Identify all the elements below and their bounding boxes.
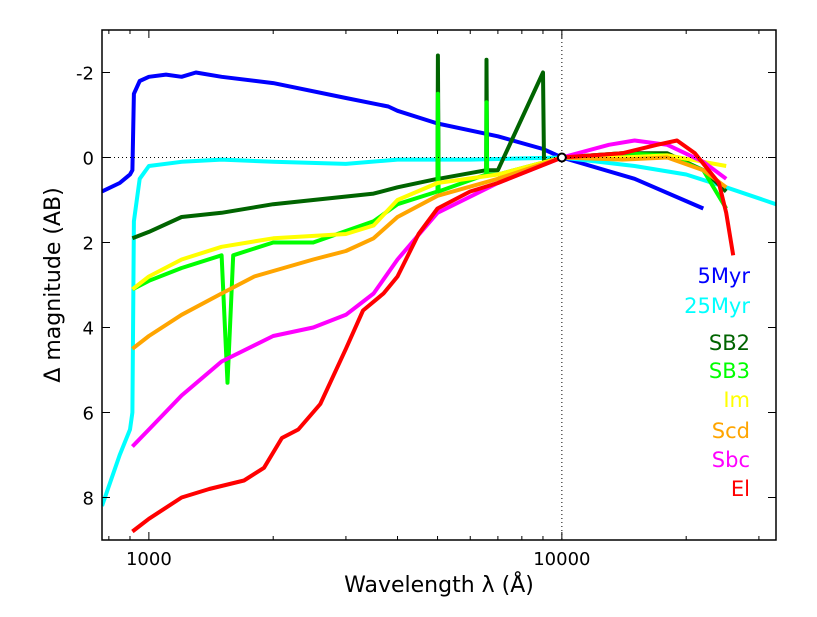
legend-label-sb2: SB2: [709, 331, 750, 355]
series-line-im: [131, 153, 727, 291]
y-axis-label: Δ magnitude (AB): [41, 187, 66, 382]
legend-label-sb3: SB3: [709, 359, 750, 383]
plot-frame: [101, 29, 777, 541]
x-axis-label: Wavelength λ (Å): [344, 571, 534, 598]
legend-label-25myr: 25Myr: [684, 294, 750, 318]
y-tick-label: -2: [76, 64, 94, 85]
series-line-el: [131, 138, 736, 534]
series-line-sb3: [131, 91, 728, 385]
y-tick-label: 6: [83, 404, 94, 425]
y-tick-label: 8: [83, 489, 94, 510]
series-line-sbc: [130, 138, 728, 448]
series-line-5myr: [102, 70, 705, 211]
legend-label-scd: Scd: [712, 419, 750, 443]
reference-lines: [102, 30, 776, 540]
axis-ticks: 1000 10000 -2 0 2 4 6 8: [76, 30, 776, 570]
x-tick-label: 10000: [533, 549, 590, 570]
legend-label-5myr: 5Myr: [697, 264, 750, 288]
series-line-sb2: [131, 53, 728, 241]
series-line-25myr: [102, 155, 776, 507]
legend-label-im: Im: [723, 388, 750, 412]
series-lines: [102, 53, 776, 534]
legend: 5Myr 25Myr SB2 SB3 Im Scd Sbc El: [684, 264, 750, 501]
legend-label-el: El: [731, 477, 750, 501]
x-tick-label: 1000: [126, 549, 172, 570]
legend-label-sbc: Sbc: [712, 448, 750, 472]
normalization-point-marker: [556, 152, 567, 163]
series-line-scd: [131, 155, 728, 351]
y-tick-label: 2: [83, 234, 94, 255]
y-tick-label: 0: [83, 149, 94, 170]
y-tick-label: 4: [83, 319, 94, 340]
